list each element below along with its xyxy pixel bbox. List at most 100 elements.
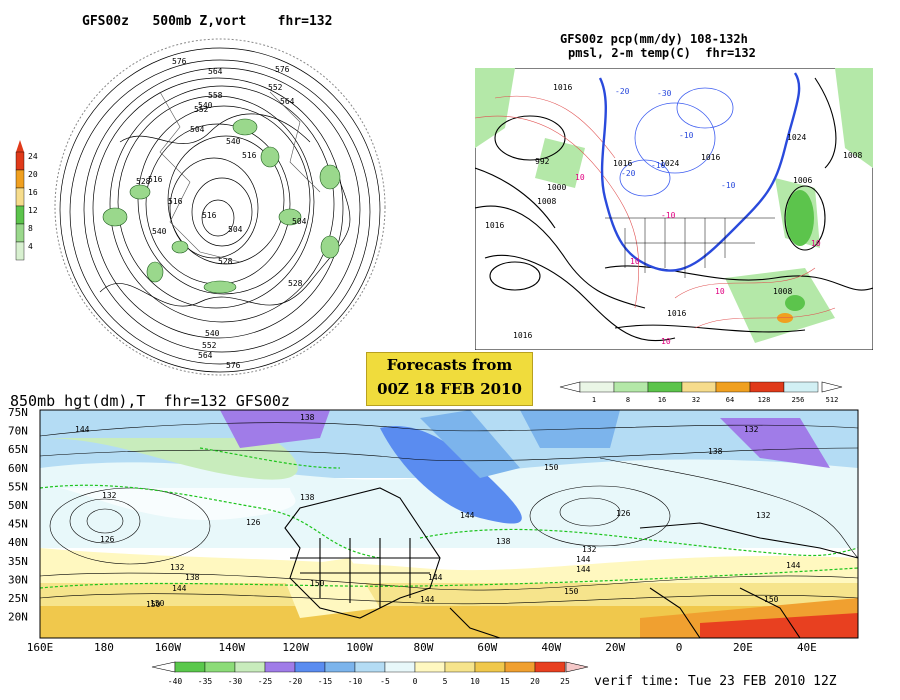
na-isobar-label: 1008 [537, 197, 556, 206]
temp-colorbar-swatch [234, 661, 266, 673]
na-temp-label: -20 [621, 169, 636, 178]
hgt-label: 138 [496, 537, 511, 546]
nh-contour-label: 516 [168, 197, 183, 206]
temp-colorbar-swatch [354, 661, 386, 673]
nh-contour-label: 552 [202, 341, 217, 350]
hgt-label: 126 [100, 535, 115, 544]
hgt-label: 138 [300, 493, 315, 502]
temp-colorbar-label: -15 [318, 677, 333, 686]
na-temp-label: 10 [715, 287, 725, 296]
na-panel-title-line1: GFS00z pcp(mm/dy) 108-132h [560, 32, 748, 46]
na-temp-label: 10 [575, 173, 585, 182]
hgt-label: 144 [786, 561, 801, 570]
nh-contour-label: 516 [148, 175, 163, 184]
na-temp-label: -10 [651, 161, 666, 170]
temp-colorbar-label: -35 [198, 677, 213, 686]
na-colorbar-label: 128 [758, 396, 771, 404]
nh-polar-map: 576 564 576 552 564 558 552 540 504 516 … [54, 38, 386, 376]
hgt-label: 150 [310, 579, 325, 588]
temp-colorbar-swatch [324, 661, 356, 673]
forecast-init-box: Forecasts from 00Z 18 FEB 2010 [366, 352, 533, 406]
lon-label: 40W [541, 641, 561, 652]
nh-vort-colorbar: 24 20 16 12 8 4 [15, 140, 38, 261]
nh-contour-label: 516 [242, 151, 257, 160]
nh-colorbar-swatch [15, 151, 25, 171]
nh-colorbar-label: 20 [28, 170, 38, 179]
nh-contour-label: 558 [208, 91, 223, 100]
na-isobar-label: 1016 [667, 309, 686, 318]
nh-contour-label: 540 [226, 137, 241, 146]
hgt-label: 138 [708, 447, 723, 456]
na-colorbar-label: 256 [792, 396, 805, 404]
nh-contour-label: 564 [280, 97, 295, 106]
na-panel-title-line2: pmsl, 2-m temp(C) fhr=132 [568, 46, 756, 60]
na-colorbar-label: 32 [692, 396, 700, 404]
hgt-label: 144 [75, 425, 90, 434]
na-temp-label: -30 [657, 89, 672, 98]
temp-colorbar-label: -5 [380, 677, 390, 686]
nh-colorbar-swatch [15, 169, 25, 189]
na-colorbar-label: 512 [826, 396, 839, 404]
nh-colorbar-swatch [15, 241, 25, 261]
hgt-label: 150 [544, 463, 559, 472]
hgt-label: 150 [150, 599, 165, 608]
lat-label: 30N [8, 573, 28, 586]
na-colorbar-swatch [715, 381, 751, 393]
hgt-label: 150 [564, 587, 579, 596]
nh-colorbar-label: 4 [28, 242, 33, 251]
temp-colorbar-swatch [444, 661, 476, 673]
temp-colorbar-swatch [174, 661, 206, 673]
lon-label: 0 [676, 641, 683, 652]
temp-colorbar-label: -40 [168, 677, 183, 686]
temp-colorbar-label: 15 [500, 677, 510, 686]
nh-contour-label: 564 [208, 67, 223, 76]
temp-colorbar-label: 5 [443, 677, 448, 686]
nh-contour-label: 540 [205, 329, 220, 338]
temp-colorbar-label: 25 [560, 677, 570, 686]
temp-colorbar-swatch [414, 661, 446, 673]
na-temp-label: -20 [615, 87, 630, 96]
lon-label: 20W [605, 641, 625, 652]
temp-colorbar-label: 20 [530, 677, 540, 686]
nh-colorbar-swatch [15, 205, 25, 225]
hgt-label: 138 [185, 573, 200, 582]
nh-contour-label: 504 [190, 125, 205, 134]
na-colorbar-swatch [681, 381, 717, 393]
global-850mb-map: 144 132 126 132 138 144 150 138 126 138 … [8, 408, 859, 652]
nh-colorbar-swatch [15, 223, 25, 243]
hgt-label: 138 [300, 413, 315, 422]
na-isobar-label: 1016 [613, 159, 632, 168]
lon-label: 40E [797, 641, 817, 652]
temp-colorbar-label: -30 [228, 677, 243, 686]
hgt-label: 144 [420, 595, 435, 604]
na-isobar-label: 1024 [787, 133, 806, 142]
lon-label: 120W [282, 641, 309, 652]
lon-label: 80W [414, 641, 434, 652]
lon-label: 160E [27, 641, 54, 652]
na-isobar-label: 1000 [547, 183, 566, 192]
hgt-label: 144 [172, 584, 187, 593]
nh-contour-label: 552 [194, 105, 209, 114]
na-temp-label: 10 [630, 257, 640, 266]
temp-colorbar-swatch [204, 661, 236, 673]
nh-contour-label: 564 [198, 351, 213, 360]
na-isobar-label: 1024 [660, 159, 679, 168]
nh-panel-title: GFS00z 500mb Z,vort fhr=132 [82, 14, 333, 29]
lat-label: 75N [8, 408, 28, 419]
nh-contour-label: 552 [268, 83, 283, 92]
lat-label: 65N [8, 443, 28, 456]
hgt-label: 144 [460, 511, 475, 520]
temp-colorbar-swatch [384, 661, 416, 673]
na-isobar-label: 1006 [793, 176, 812, 185]
hgt-label: 132 [756, 511, 771, 520]
temp-colorbar-label: -10 [348, 677, 363, 686]
na-isobar-label: 1016 [701, 153, 720, 162]
lat-label: 45N [8, 518, 28, 531]
nh-contour-label: 540 [198, 101, 213, 110]
temp-colorbar-label: -20 [288, 677, 303, 686]
nh-contour-label: 528 [288, 279, 303, 288]
nh-colorbar-label: 8 [28, 224, 33, 233]
nh-contour-label: 576 [226, 361, 241, 370]
na-temp-label: -10 [721, 181, 736, 190]
na-colorbar-swatch [749, 381, 785, 393]
